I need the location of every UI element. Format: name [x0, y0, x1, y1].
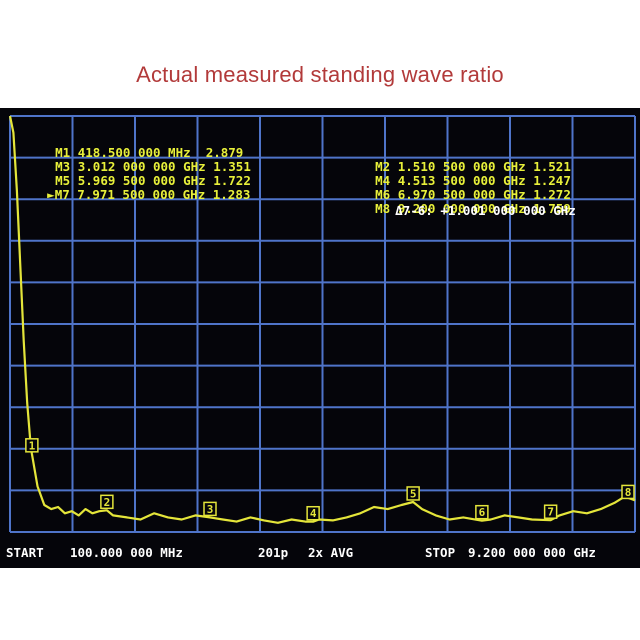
delta-value: +1.001 000 000 GHz [440, 203, 576, 218]
delta-readout: Δ7-6: +1.001 000 000 GHz [350, 190, 576, 232]
marker-m7-swr: 1.283 [212, 187, 251, 202]
swr-trace [8, 115, 636, 524]
averaging: 2x AVG [308, 545, 354, 560]
start-label: START [6, 545, 44, 560]
marker-m2-freq: 1.510 500 000 GHz [397, 159, 526, 174]
stop-label: STOP [425, 545, 456, 560]
marker-row-1: M1 418.500 000 MHz 2.879 M2 1.510 500 00… [0, 118, 640, 174]
swr-chart: 1 2 3 4 5 6 7 8 [8, 115, 636, 533]
marker-5-box [406, 486, 420, 501]
start-value: 100.000 000 MHz [70, 545, 183, 560]
marker-m8-id: M8 [375, 201, 391, 216]
marker-m5-readout: M5 5.969 500 000 GHz 1.722 [10, 160, 251, 202]
marker-4-label: 4 [310, 507, 317, 520]
marker-m6-swr: 1.272 [533, 187, 571, 202]
marker-2-box [100, 494, 114, 510]
points-count: 201p [258, 545, 289, 560]
marker-7-label: 7 [547, 506, 554, 519]
marker-7-box [543, 504, 558, 519]
delta-row: Δ7-6: +1.001 000 000 GHz [0, 176, 640, 218]
marker-m1-swr: 2.879 [205, 145, 244, 160]
active-marker-arrow-icon: ► [47, 187, 55, 202]
marker-m6-freq: 6.970 500 000 GHz [397, 187, 526, 202]
marker-8-box [621, 484, 635, 500]
marker-1-box [25, 438, 39, 453]
marker-m8-swr: 1.759 [533, 201, 571, 216]
marker-m2-swr: 1.521 [533, 159, 571, 174]
marker-m4-readout: M4 4.513 500 000 GHz 1.247 [330, 160, 571, 202]
marker-m7-readout: ►M7 7.971 500 000 GHz 1.283 [2, 174, 250, 216]
marker-m5-id: M5 [55, 173, 71, 188]
marker-m6-readout: M6 6.970 500 000 GHz 1.272 [330, 174, 571, 216]
marker-m4-freq: 4.513 500 000 GHz [397, 173, 526, 188]
marker-m7-id: M7 [54, 187, 70, 202]
marker-6-box [475, 504, 489, 520]
marker-m3-freq: 3.012 000 000 GHz [77, 159, 206, 174]
marker-8-label: 8 [625, 486, 632, 499]
marker-m5-swr: 1.722 [213, 173, 251, 188]
marker-2-label: 2 [104, 496, 111, 509]
marker-m4-id: M4 [375, 173, 391, 188]
marker-row-3: M5 5.969 500 000 GHz 1.722 M6 6.970 500 … [0, 146, 640, 202]
marker-m2-id: M2 [375, 159, 391, 174]
marker-row-4: ►M7 7.971 500 000 GHz 1.283 M8 9.200 000… [0, 160, 640, 216]
marker-m8-readout: M8 9.200 000 000 GHz 1.759 [330, 188, 571, 230]
marker-m4-swr: 1.247 [533, 173, 571, 188]
marker-m1-freq: 418.500 000 MHz [77, 145, 191, 160]
marker-m7-freq: 7.971 500 000 GHz [77, 187, 206, 202]
marker-m3-swr: 1.351 [213, 159, 251, 174]
marker-5-label: 5 [410, 487, 417, 500]
marker-m3-readout: M3 3.012 000 000 GHz 1.351 [10, 146, 251, 188]
delta-label: Δ7-6: [395, 203, 433, 218]
marker-m1-readout: M1 418.500 000 MHz 2.879 [10, 132, 243, 174]
marker-3-label: 3 [207, 503, 214, 516]
marker-6-label: 6 [479, 506, 486, 519]
marker-row-2: M3 3.012 000 000 GHz 1.351 M4 4.513 500 … [0, 132, 640, 188]
marker-m3-id: M3 [55, 159, 71, 174]
analyzer-screen: 1 2 3 4 5 6 7 8 M1 418.500 000 MHz 2.879 M2 1.5… [0, 108, 640, 568]
marker-3-box [203, 501, 217, 517]
marker-m1-id: M1 [55, 145, 71, 160]
page-title: Actual measured standing wave ratio [136, 62, 504, 87]
marker-m6-id: M6 [375, 187, 391, 202]
marker-1-label: 1 [29, 439, 36, 452]
marker-m5-freq: 5.969 500 000 GHz [77, 173, 206, 188]
marker-m8-freq: 9.200 000 000 GHz [397, 201, 526, 216]
marker-4-box [306, 505, 320, 521]
stop-value: 9.200 000 000 GHz [468, 545, 596, 560]
marker-m2-readout: M2 1.510 500 000 GHz 1.521 [330, 146, 571, 188]
status-bar: START 100.000 000 MHz 201p 2x AVG STOP 9… [0, 542, 640, 564]
